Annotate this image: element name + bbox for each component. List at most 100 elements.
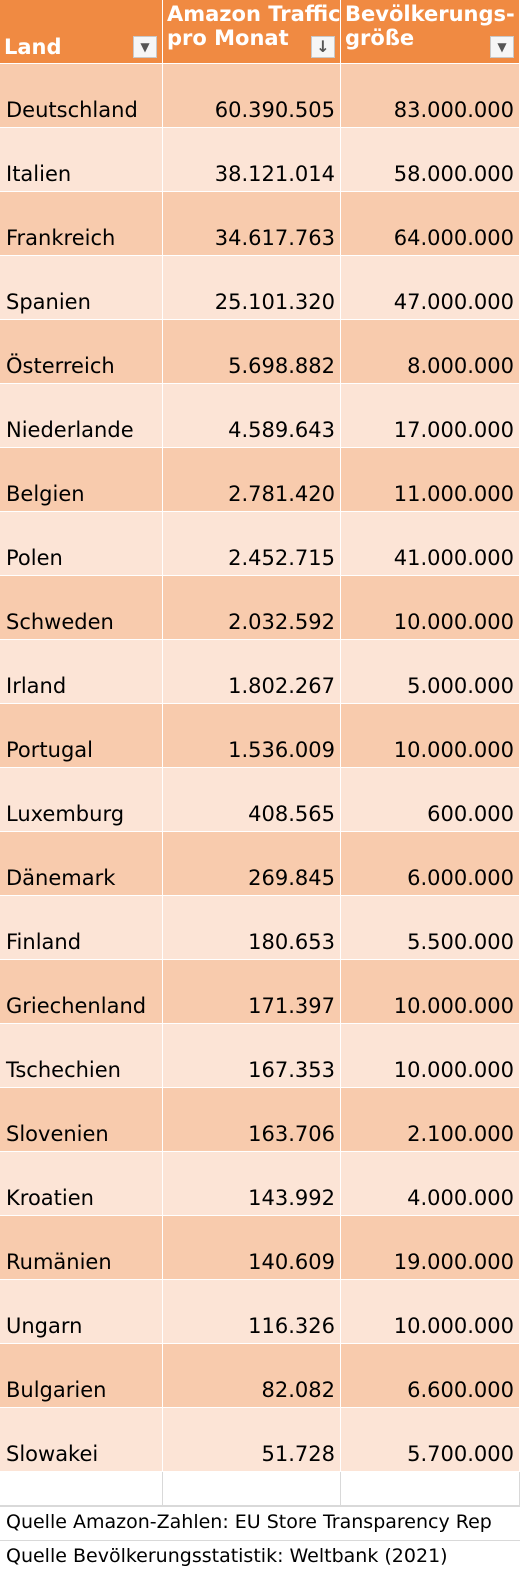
cell-traffic[interactable]: 140.609	[163, 1216, 341, 1280]
cell-population-value: 83.000.000	[393, 98, 514, 122]
cell-traffic[interactable]: 2.032.592	[163, 576, 341, 640]
table-row: Polen 2.452.715 41.000.000	[0, 512, 520, 576]
cell-population-value: 10.000.000	[393, 738, 514, 762]
cell-population[interactable]: 17.000.000	[341, 384, 520, 448]
cell-land[interactable]: Polen	[0, 512, 163, 576]
header-cell-traffic[interactable]: Amazon Traffic pro Monat ↓	[163, 0, 341, 64]
cell-population-value: 10.000.000	[393, 610, 514, 634]
cell-land[interactable]: Tschechien	[0, 1024, 163, 1088]
cell-land[interactable]: Belgien	[0, 448, 163, 512]
table-row: Luxemburg 408.565 600.000	[0, 768, 520, 832]
cell-population[interactable]: 11.000.000	[341, 448, 520, 512]
cell-population[interactable]: 5.700.000	[341, 1408, 520, 1472]
cell-traffic[interactable]: 4.589.643	[163, 384, 341, 448]
cell-population[interactable]: 10.000.000	[341, 1024, 520, 1088]
cell-traffic[interactable]: 2.452.715	[163, 512, 341, 576]
cell-traffic[interactable]: 167.353	[163, 1024, 341, 1088]
cell-population[interactable]: 83.000.000	[341, 64, 520, 128]
cell-land[interactable]: Irland	[0, 640, 163, 704]
cell-traffic[interactable]: 38.121.014	[163, 128, 341, 192]
empty-cell[interactable]	[341, 1472, 520, 1506]
cell-land[interactable]: Luxemburg	[0, 768, 163, 832]
header-cell-population[interactable]: Bevölkerungs- größe ▼	[341, 0, 520, 64]
table-row: Schweden 2.032.592 10.000.000	[0, 576, 520, 640]
cell-population[interactable]: 10.000.000	[341, 704, 520, 768]
cell-land[interactable]: Ungarn	[0, 1280, 163, 1344]
cell-land[interactable]: Slowakei	[0, 1408, 163, 1472]
filter-dropdown-icon[interactable]: ▼	[133, 36, 157, 58]
cell-population[interactable]: 6.000.000	[341, 832, 520, 896]
cell-traffic[interactable]: 5.698.882	[163, 320, 341, 384]
cell-traffic[interactable]: 171.397	[163, 960, 341, 1024]
cell-land[interactable]: Niederlande	[0, 384, 163, 448]
cell-traffic[interactable]: 1.802.267	[163, 640, 341, 704]
cell-land[interactable]: Italien	[0, 128, 163, 192]
cell-traffic-value: 143.992	[248, 1186, 335, 1210]
cell-traffic[interactable]: 408.565	[163, 768, 341, 832]
cell-population[interactable]: 5.000.000	[341, 640, 520, 704]
cell-land[interactable]: Rumänien	[0, 1216, 163, 1280]
cell-land[interactable]: Frankreich	[0, 192, 163, 256]
cell-traffic[interactable]: 82.082	[163, 1344, 341, 1408]
cell-land[interactable]: Spanien	[0, 256, 163, 320]
cell-land[interactable]: Bulgarien	[0, 1344, 163, 1408]
cell-population[interactable]: 10.000.000	[341, 960, 520, 1024]
cell-traffic[interactable]: 163.706	[163, 1088, 341, 1152]
source-note-population[interactable]: Quelle Bevölkerungsstatistik: Weltbank (…	[0, 1540, 520, 1572]
cell-traffic-value: 269.845	[248, 866, 335, 890]
cell-population-value: 11.000.000	[393, 482, 514, 506]
cell-population[interactable]: 10.000.000	[341, 576, 520, 640]
cell-traffic[interactable]: 2.781.420	[163, 448, 341, 512]
cell-land[interactable]: Portugal	[0, 704, 163, 768]
cell-population-value: 64.000.000	[393, 226, 514, 250]
cell-population[interactable]: 4.000.000	[341, 1152, 520, 1216]
cell-population[interactable]: 6.600.000	[341, 1344, 520, 1408]
cell-land[interactable]: Griechenland	[0, 960, 163, 1024]
cell-traffic[interactable]: 25.101.320	[163, 256, 341, 320]
header-cell-land[interactable]: Land ▼	[0, 0, 163, 64]
cell-land[interactable]: Finland	[0, 896, 163, 960]
empty-cell[interactable]	[0, 1472, 163, 1506]
cell-land[interactable]: Schweden	[0, 576, 163, 640]
cell-land[interactable]: Dänemark	[0, 832, 163, 896]
filter-dropdown-icon[interactable]: ▼	[490, 36, 514, 58]
cell-population[interactable]: 600.000	[341, 768, 520, 832]
cell-traffic[interactable]: 143.992	[163, 1152, 341, 1216]
cell-land[interactable]: Kroatien	[0, 1152, 163, 1216]
source-note-amazon[interactable]: Quelle Amazon-Zahlen: EU Store Transpare…	[0, 1506, 520, 1538]
cell-population-value: 10.000.000	[393, 1058, 514, 1082]
cell-traffic-value: 34.617.763	[214, 226, 335, 250]
cell-land[interactable]: Slovenien	[0, 1088, 163, 1152]
table-row: Tschechien 167.353 10.000.000	[0, 1024, 520, 1088]
header-label-traffic-line1: Amazon Traffic	[167, 2, 341, 26]
cell-traffic[interactable]: 34.617.763	[163, 192, 341, 256]
cell-traffic[interactable]: 180.653	[163, 896, 341, 960]
table-row: Griechenland 171.397 10.000.000	[0, 960, 520, 1024]
cell-population[interactable]: 10.000.000	[341, 1280, 520, 1344]
cell-traffic-value: 5.698.882	[228, 354, 335, 378]
cell-population[interactable]: 19.000.000	[341, 1216, 520, 1280]
cell-traffic[interactable]: 51.728	[163, 1408, 341, 1472]
sort-descending-icon[interactable]: ↓	[311, 36, 335, 58]
cell-land-value: Portugal	[6, 738, 93, 762]
cell-population[interactable]: 8.000.000	[341, 320, 520, 384]
cell-population[interactable]: 5.500.000	[341, 896, 520, 960]
cell-traffic[interactable]: 269.845	[163, 832, 341, 896]
cell-traffic-value: 60.390.505	[214, 98, 335, 122]
empty-row	[0, 1472, 520, 1506]
cell-traffic[interactable]: 116.326	[163, 1280, 341, 1344]
cell-population[interactable]: 41.000.000	[341, 512, 520, 576]
cell-traffic-value: 38.121.014	[214, 162, 335, 186]
cell-population[interactable]: 2.100.000	[341, 1088, 520, 1152]
cell-population[interactable]: 58.000.000	[341, 128, 520, 192]
cell-traffic[interactable]: 1.536.009	[163, 704, 341, 768]
cell-land[interactable]: Deutschland	[0, 64, 163, 128]
cell-population[interactable]: 47.000.000	[341, 256, 520, 320]
cell-population[interactable]: 64.000.000	[341, 192, 520, 256]
cell-land[interactable]: Österreich	[0, 320, 163, 384]
table-row: Niederlande 4.589.643 17.000.000	[0, 384, 520, 448]
cell-land-value: Belgien	[6, 482, 85, 506]
cell-traffic[interactable]: 60.390.505	[163, 64, 341, 128]
empty-cell[interactable]	[163, 1472, 341, 1506]
cell-population-value: 17.000.000	[393, 418, 514, 442]
